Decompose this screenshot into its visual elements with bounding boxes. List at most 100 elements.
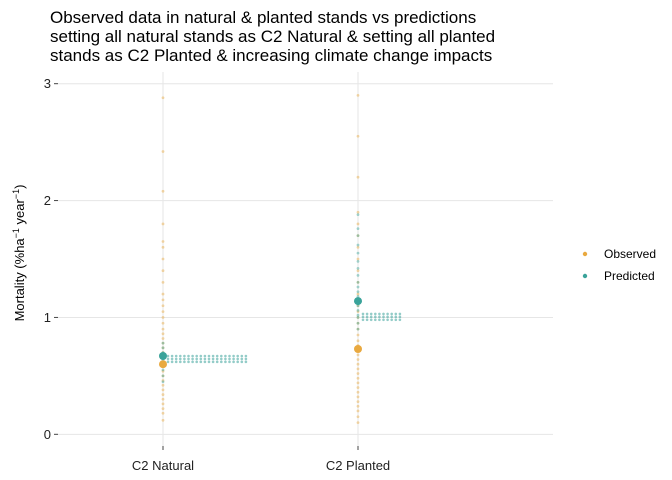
data-point-predicted	[240, 354, 244, 358]
data-point-predicted	[378, 318, 381, 322]
data-point-predicted	[174, 360, 178, 364]
data-point-observed	[356, 362, 360, 366]
data-point-predicted	[382, 318, 385, 322]
data-point-observed	[356, 376, 360, 380]
data-point-observed	[161, 402, 165, 406]
data-point-observed	[161, 321, 165, 325]
data-point-observed	[161, 280, 165, 284]
data-point-predicted	[356, 243, 360, 247]
data-point-predicted	[232, 357, 235, 361]
y-tick-label: 2	[44, 193, 51, 208]
data-point-predicted	[161, 374, 165, 378]
data-point-predicted	[356, 280, 360, 284]
data-point-predicted	[374, 315, 377, 319]
data-point-predicted	[203, 354, 207, 358]
data-point-observed	[356, 367, 360, 371]
data-point-predicted	[382, 315, 385, 319]
data-point-predicted	[390, 315, 394, 319]
mean-points	[159, 297, 362, 369]
data-point-observed	[161, 411, 165, 415]
data-point-predicted	[203, 360, 207, 364]
data-point-observed	[161, 316, 165, 319]
data-point-predicted	[207, 357, 211, 361]
data-point-observed	[161, 383, 165, 387]
data-point-predicted	[203, 357, 207, 361]
data-point-predicted	[398, 312, 402, 316]
chart-title-line-2: setting all natural stands as C2 Natural…	[50, 27, 495, 46]
data-point-predicted	[179, 354, 182, 358]
data-point-predicted	[356, 234, 360, 238]
data-point-predicted	[369, 315, 373, 319]
data-point-observed	[161, 388, 165, 392]
legend-label-predicted: Predicted	[604, 269, 655, 283]
data-point-predicted	[394, 318, 398, 322]
data-point-observed	[161, 346, 165, 350]
data-point-observed	[356, 353, 360, 357]
data-point-observed	[161, 298, 165, 302]
y-axis-ticks: 0 1 2 3	[44, 76, 58, 442]
data-point-observed	[161, 269, 165, 273]
legend: Observed Predicted	[582, 247, 656, 283]
data-point-predicted	[211, 357, 215, 361]
x-tick-label: C2 Natural	[132, 458, 194, 473]
data-point-predicted	[369, 312, 373, 316]
data-point-predicted	[378, 315, 381, 319]
data-point-observed	[161, 304, 165, 308]
data-point-observed	[356, 390, 360, 394]
data-point-predicted	[199, 357, 203, 361]
data-point-observed	[161, 150, 165, 153]
grid	[58, 72, 553, 446]
data-point-predicted	[191, 357, 194, 361]
data-point-predicted	[220, 354, 223, 358]
data-point-predicted	[183, 357, 186, 361]
data-point-observed	[356, 269, 360, 273]
data-point-observed	[161, 369, 165, 373]
data-point-predicted	[398, 318, 402, 322]
x-tick-label: C2 Planted	[326, 458, 390, 473]
mean-point-observed	[354, 344, 362, 353]
chart-title-line-1: Observed data in natural & planted stand…	[50, 8, 476, 27]
data-point-observed	[161, 245, 165, 249]
data-point-predicted	[215, 360, 219, 364]
data-point-predicted	[224, 357, 227, 361]
data-point-predicted	[224, 360, 227, 364]
data-point-predicted	[356, 290, 360, 294]
data-point-observed	[356, 358, 360, 361]
data-point-predicted	[244, 357, 248, 361]
data-point-predicted	[361, 315, 365, 319]
mean-point-predicted	[354, 297, 362, 306]
y-axis-label: Mortality (%ha−1 year−1)	[11, 185, 27, 322]
data-point-predicted	[386, 318, 389, 322]
data-point-observed	[161, 257, 165, 261]
data-point-observed	[161, 397, 165, 401]
data-point-predicted	[356, 285, 360, 289]
data-point-predicted	[386, 312, 389, 316]
data-point-predicted	[187, 354, 190, 358]
data-points	[161, 93, 402, 425]
data-point-predicted	[356, 295, 360, 298]
data-point-predicted	[232, 360, 235, 364]
data-point-predicted	[170, 354, 174, 358]
data-point-predicted	[232, 354, 235, 358]
legend-label-observed: Observed	[604, 247, 656, 261]
data-point-predicted	[356, 316, 360, 319]
data-point-predicted	[195, 354, 198, 358]
data-point-predicted	[211, 360, 215, 364]
data-point-observed	[161, 374, 165, 378]
data-point-predicted	[174, 354, 178, 358]
data-point-predicted	[161, 341, 165, 345]
data-point-predicted	[236, 357, 239, 361]
y-tick-label: 1	[44, 310, 51, 325]
data-point-observed	[356, 395, 360, 399]
data-point-predicted	[195, 360, 198, 364]
data-point-observed	[356, 316, 360, 319]
data-point-predicted	[374, 318, 377, 322]
mean-point-predicted	[159, 352, 167, 361]
data-point-predicted	[382, 312, 385, 316]
data-point-observed	[356, 257, 360, 261]
data-point-predicted	[161, 380, 165, 384]
data-point-predicted	[191, 354, 194, 358]
data-point-predicted	[356, 321, 360, 325]
data-point-observed	[161, 393, 165, 396]
data-point-predicted	[228, 357, 231, 361]
